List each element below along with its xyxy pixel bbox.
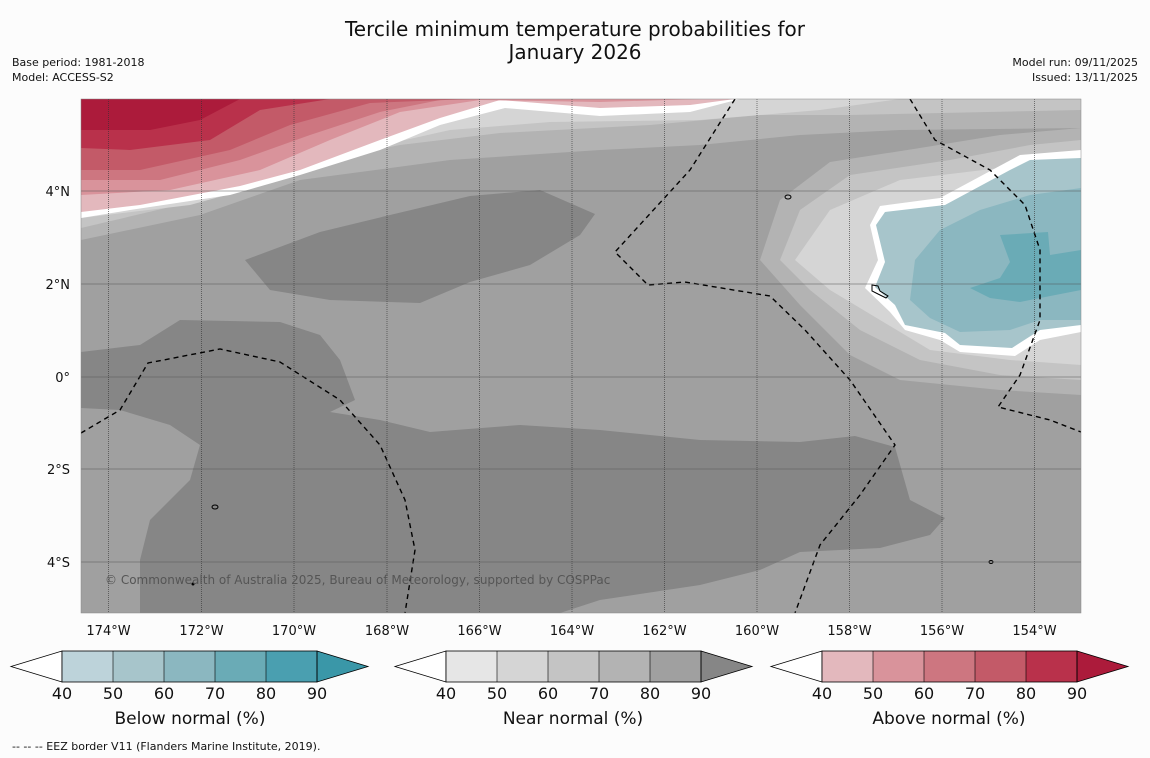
- colorbar-title-above: Above normal (%): [872, 709, 1026, 729]
- colorbar-extend-high: [700, 650, 754, 683]
- below-70-region: [970, 232, 1081, 302]
- meta-right: Model run: 09/11/2025 Issued: 13/11/2025: [1012, 55, 1138, 85]
- chart-title: Tercile minimum temperature probabilitie…: [0, 18, 1150, 64]
- colorbar-outline: [445, 650, 702, 683]
- lon-label: 160°W: [735, 624, 779, 639]
- colorbar-tick-label: 60: [914, 684, 934, 703]
- colorbar-tick-label: 40: [52, 684, 72, 703]
- colorbar-segment: [113, 651, 164, 682]
- colorbar-segment: [1026, 651, 1077, 682]
- lat-label: 0°: [55, 371, 70, 386]
- colorbar-title-near: Near normal (%): [502, 709, 644, 729]
- island-3: [211, 504, 219, 510]
- colorbar-extend-high: [1076, 650, 1130, 683]
- footer-note: -- -- -- EEZ border V11 (Flanders Marine…: [12, 740, 321, 753]
- colorbar-segment: [497, 651, 548, 682]
- colorbar-tick-label: 50: [487, 684, 507, 703]
- colorbar-extend-low: [393, 650, 447, 683]
- base-period: Base period: 1981-2018: [12, 56, 145, 69]
- colorbar-segment: [599, 651, 650, 682]
- longitude-labels: 174°W 172°W 170°W 168°W 166°W 164°W 162°W 160°W…: [86, 624, 1056, 639]
- colorbar-segment: [215, 651, 266, 682]
- colorbar-tick-label: 90: [691, 684, 711, 703]
- lon-label: 170°W: [272, 624, 316, 639]
- colorbar-1: 40 50 60 70 80 90: [393, 650, 754, 703]
- colorbar-title-below: Below normal (%): [114, 709, 266, 729]
- colorbar-0: 40 50 60 70 80 90: [9, 650, 370, 703]
- lat-label: 2°N: [46, 278, 71, 293]
- colorbar-segment: [446, 651, 497, 682]
- colorbar-segment: [975, 651, 1026, 682]
- model-run: Model run: 09/11/2025: [1012, 56, 1138, 69]
- island-5: [191, 582, 195, 586]
- colorbar-tick-label: 80: [640, 684, 660, 703]
- colorbar-tick-label: 80: [1016, 684, 1036, 703]
- above-max-band: [81, 99, 240, 130]
- copyright-text: © Commonwealth of Australia 2025, Bureau…: [105, 573, 610, 587]
- lon-label: 174°W: [86, 624, 130, 639]
- colorbars: 40 50 60 70 80 90 40 50 60 70 80 90 40 50 60 70 80 90: [9, 650, 1130, 703]
- colorbar-segment: [164, 651, 215, 682]
- colorbar-segment: [924, 651, 975, 682]
- lon-label: 166°W: [457, 624, 501, 639]
- colorbar-tick-label: 90: [1067, 684, 1087, 703]
- latitude-labels: 4°N 2°N 0° 2°S 4°S: [46, 185, 71, 571]
- lon-label: 158°W: [827, 624, 871, 639]
- graticule: [81, 99, 1081, 613]
- lat-label: 2°S: [47, 463, 70, 478]
- colorbar-extend-low: [769, 650, 823, 683]
- colorbar-tick-label: 70: [965, 684, 985, 703]
- colorbar-tick-label: 60: [538, 684, 558, 703]
- lat-label: 4°N: [46, 185, 71, 200]
- colorbar-segment: [650, 651, 701, 682]
- eez-borders: [81, 99, 1081, 613]
- meta-left: Base period: 1981-2018 Model: ACCESS-S2: [12, 55, 144, 85]
- issued-date: Issued: 13/11/2025: [1031, 71, 1138, 84]
- lon-label: 154°W: [1012, 624, 1056, 639]
- near-normal-high-patch-1: [245, 190, 595, 303]
- lon-label: 164°W: [550, 624, 594, 639]
- lon-label: 172°W: [179, 624, 223, 639]
- colorbar-segment: [266, 651, 317, 682]
- map-plot: © Commonwealth of Australia 2025, Bureau…: [81, 99, 1081, 613]
- colorbar-tick-label: 40: [436, 684, 456, 703]
- colorbar-tick-label: 80: [256, 684, 276, 703]
- lat-label: 4°S: [47, 556, 70, 571]
- colorbar-outline: [821, 650, 1078, 683]
- map-frame: [80, 98, 1082, 614]
- colorbar-segment: [873, 651, 924, 682]
- colorbar-tick-label: 90: [307, 684, 327, 703]
- eez-border-west: [81, 348, 416, 613]
- colorbar-2: 40 50 60 70 80 90: [769, 650, 1130, 703]
- lon-label: 162°W: [642, 624, 686, 639]
- colorbar-segment: [62, 651, 113, 682]
- colorbar-tick-label: 70: [205, 684, 225, 703]
- colorbar-extend-low: [9, 650, 63, 683]
- colorbar-tick-label: 50: [103, 684, 123, 703]
- eez-border-central: [614, 99, 896, 613]
- near-normal-high-patch-2: [81, 320, 945, 613]
- title-line-1: Tercile minimum temperature probabilitie…: [344, 17, 806, 41]
- colorbar-tick-label: 70: [589, 684, 609, 703]
- title-line-2: January 2026: [508, 40, 642, 64]
- colorbar-tick-label: 60: [154, 684, 174, 703]
- colorbar-segment: [548, 651, 599, 682]
- colorbar-tick-label: 40: [812, 684, 832, 703]
- lon-label: 168°W: [365, 624, 409, 639]
- lon-label: 156°W: [920, 624, 964, 639]
- model-name: Model: ACCESS-S2: [12, 71, 114, 84]
- island-1: [871, 284, 889, 299]
- colorbar-segment: [822, 651, 873, 682]
- island-2: [784, 194, 792, 200]
- colorbar-tick-label: 50: [863, 684, 883, 703]
- colorbar-extend-high: [316, 650, 370, 683]
- colorbar-outline: [61, 650, 318, 683]
